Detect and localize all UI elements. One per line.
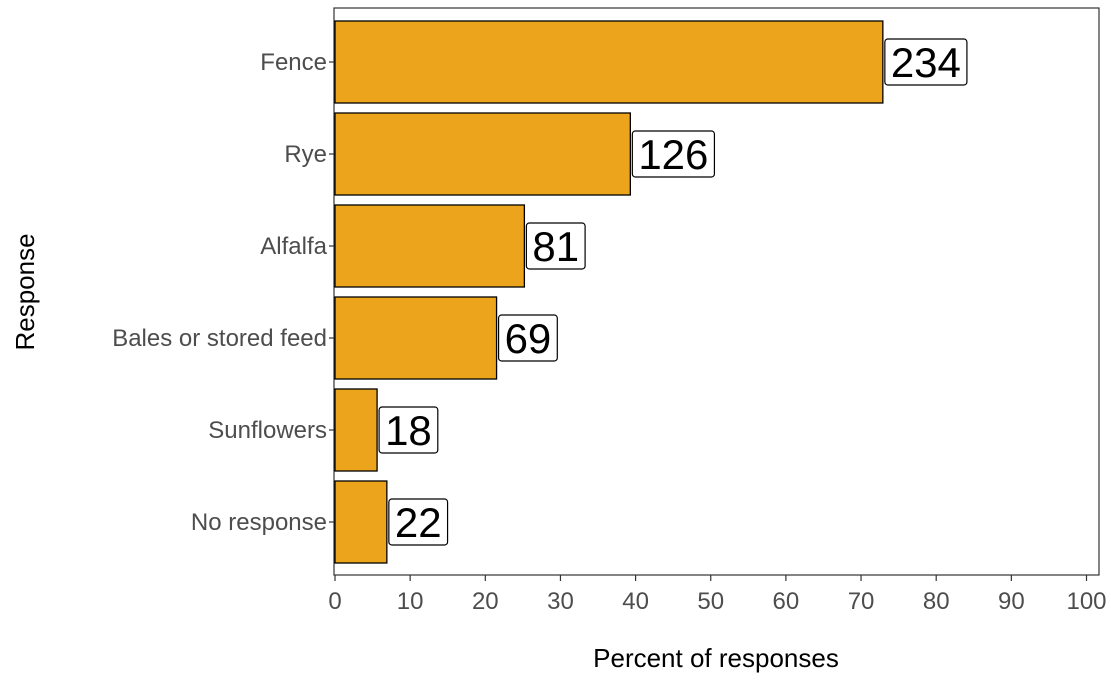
data-label-box <box>884 38 968 86</box>
bar <box>334 20 884 104</box>
data-label-box <box>388 498 449 546</box>
data-label-box <box>497 314 558 362</box>
y-tick-label: Alfalfa <box>260 233 327 260</box>
x-tick-label: 10 <box>397 588 424 615</box>
bar <box>334 296 498 380</box>
y-axis: Fence Rye Alfalfa Bales or stored feed Sunfl… <box>112 49 334 536</box>
bar <box>334 112 631 196</box>
data-label-text: 69 <box>505 315 552 362</box>
data-label-text: 234 <box>891 39 961 86</box>
data-label: 234 <box>884 38 968 86</box>
bar <box>334 388 378 472</box>
y-tick-label: Sunflowers <box>208 417 327 444</box>
y-axis-title: Response <box>10 233 40 350</box>
data-label: 126 <box>631 130 716 178</box>
x-axis-title: Percent of responses <box>593 643 839 673</box>
x-tick-label: 100 <box>1066 588 1106 615</box>
data-label: 22 <box>388 498 449 546</box>
data-label: 81 <box>525 222 586 270</box>
y-tick-label: No response <box>191 509 327 536</box>
x-tick-label: 20 <box>472 588 499 615</box>
data-label-text: 81 <box>532 223 579 270</box>
y-tick-label: Rye <box>284 141 327 168</box>
data-label: 69 <box>497 314 558 362</box>
x-tick-label: 50 <box>697 588 724 615</box>
data-label-text: 126 <box>638 131 708 178</box>
data-label-text: 22 <box>395 499 442 546</box>
x-tick-label: 30 <box>547 588 574 615</box>
data-label-text: 18 <box>385 407 432 454</box>
data-label-box <box>378 406 439 454</box>
x-tick-label: 90 <box>998 588 1025 615</box>
bars-group <box>334 20 884 564</box>
x-tick-label: 0 <box>328 588 341 615</box>
y-tick-label: Fence <box>260 49 327 76</box>
bar <box>334 480 388 564</box>
data-label: 18 <box>378 406 439 454</box>
x-tick-label: 70 <box>848 588 875 615</box>
data-label-box <box>525 222 586 270</box>
data-label-box <box>631 130 716 178</box>
bar <box>334 204 526 288</box>
y-tick-label: Bales or stored feed <box>112 325 327 352</box>
x-tick-label: 40 <box>622 588 649 615</box>
x-axis: 0 10 20 30 40 50 60 70 80 90 100 <box>328 575 1107 615</box>
data-labels-group: 234 126 81 69 18 22 <box>378 38 968 546</box>
x-tick-label: 80 <box>923 588 950 615</box>
x-tick-label: 60 <box>773 588 800 615</box>
